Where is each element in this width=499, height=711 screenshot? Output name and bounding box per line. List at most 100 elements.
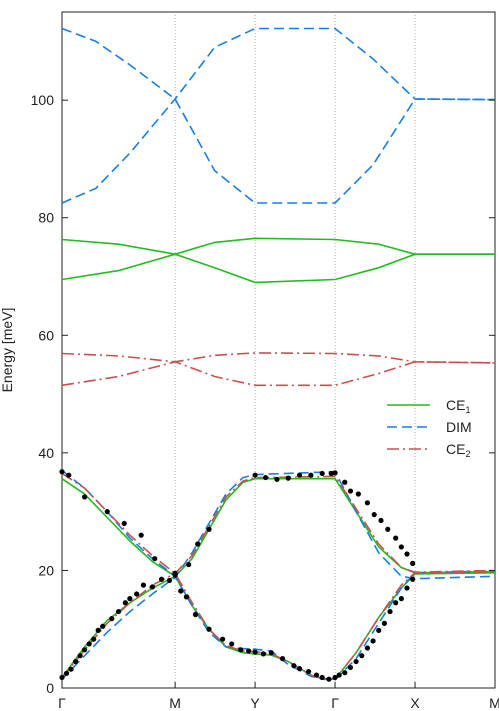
- plot-frame: [61, 11, 496, 689]
- ce1-band-line: [61, 478, 496, 681]
- data-point: [364, 500, 371, 506]
- data-point: [86, 641, 92, 647]
- data-point: [77, 653, 83, 659]
- x-tick-label: M: [489, 695, 499, 711]
- data-point: [68, 666, 74, 672]
- data-point: [291, 663, 297, 669]
- data-point: [332, 674, 338, 681]
- x-tick-label: X: [410, 695, 420, 711]
- data-point: [82, 647, 88, 653]
- data-point: [385, 526, 391, 532]
- data-point: [353, 658, 359, 665]
- y-axis: 0 20 40 60 80 100: [31, 92, 495, 696]
- dim-band-line: [61, 469, 496, 681]
- data-point: [387, 608, 393, 615]
- data-point: [332, 470, 338, 476]
- y-tick-label: 0: [46, 680, 54, 696]
- data-point: [127, 596, 133, 602]
- data-point: [206, 526, 212, 532]
- y-tick-label: 80: [38, 210, 54, 226]
- data-point: [122, 600, 128, 606]
- data-point: [95, 627, 101, 633]
- data-point: [381, 620, 387, 626]
- data-point: [364, 645, 371, 651]
- x-tick-label: Γ: [58, 695, 66, 711]
- data-point: [319, 674, 325, 681]
- data-point: [140, 582, 147, 588]
- data-point: [305, 668, 312, 675]
- y-tick-label: 60: [38, 327, 54, 343]
- data-point: [260, 651, 266, 657]
- data-point: [404, 585, 410, 591]
- dim-band-line: [61, 27, 496, 204]
- data-point: [66, 472, 72, 478]
- legend-label: CE2: [446, 441, 470, 459]
- data-point: [109, 616, 115, 622]
- data-point: [192, 611, 199, 618]
- data-point: [296, 666, 303, 672]
- data-point: [319, 470, 325, 477]
- data-point: [347, 488, 354, 494]
- data-point: [285, 475, 291, 481]
- data-point: [63, 670, 70, 676]
- data-point: [393, 535, 399, 541]
- data-point: [252, 649, 258, 655]
- data-point: [229, 641, 235, 647]
- data-point: [279, 656, 286, 662]
- data-point: [59, 674, 65, 681]
- data-point: [82, 494, 88, 500]
- data-point: [149, 584, 156, 590]
- x-tick-label: Γ: [331, 695, 339, 711]
- data-point: [134, 591, 140, 597]
- data-point: [59, 469, 65, 475]
- x-tick-label: M: [169, 695, 181, 711]
- data-point: [138, 532, 144, 538]
- data-point: [404, 551, 410, 557]
- data-point: [166, 577, 173, 584]
- data-point: [359, 653, 365, 659]
- ce1-band-line: [61, 253, 495, 284]
- data-point: [410, 560, 416, 566]
- data-point: [91, 636, 97, 642]
- data-point: [370, 638, 376, 644]
- data-point: [376, 627, 382, 633]
- data-point: [308, 472, 314, 478]
- y-tick-label: 100: [31, 92, 55, 108]
- y-tick-label: 40: [38, 445, 54, 461]
- legend-label: DIM: [446, 419, 472, 435]
- data-point: [238, 647, 244, 653]
- data-point: [393, 600, 399, 606]
- data-point: [268, 650, 274, 656]
- data-point: [347, 664, 354, 671]
- data-point: [336, 672, 342, 678]
- ce2-band-line: [61, 360, 496, 387]
- data-point: [371, 511, 377, 518]
- data-point: [115, 608, 122, 615]
- dim-band-line: [61, 27, 496, 204]
- ce2-band-line: [61, 352, 496, 364]
- data-point: [274, 476, 280, 482]
- x-tick-label: Y: [250, 695, 260, 711]
- data-point: [72, 658, 79, 665]
- vertical-gridlines: [174, 12, 416, 688]
- data-point: [172, 570, 178, 576]
- data-point: [206, 626, 212, 632]
- dim-band-line: [61, 470, 496, 680]
- data-point: [100, 623, 106, 629]
- data-point: [252, 472, 258, 478]
- data-point: [378, 517, 384, 524]
- legend: CE1 DIM CE2: [387, 397, 472, 459]
- ce2-band-line: [61, 475, 496, 679]
- data-point: [220, 636, 226, 642]
- data-point: [195, 541, 201, 547]
- data-point: [313, 672, 320, 678]
- data-point: [296, 472, 303, 478]
- data-point: [342, 670, 348, 676]
- band-lines: [61, 27, 496, 681]
- data-point: [158, 576, 165, 582]
- legend-label: CE1: [446, 397, 470, 415]
- data-point: [342, 479, 348, 485]
- data-point: [246, 648, 252, 654]
- data-point: [328, 470, 334, 477]
